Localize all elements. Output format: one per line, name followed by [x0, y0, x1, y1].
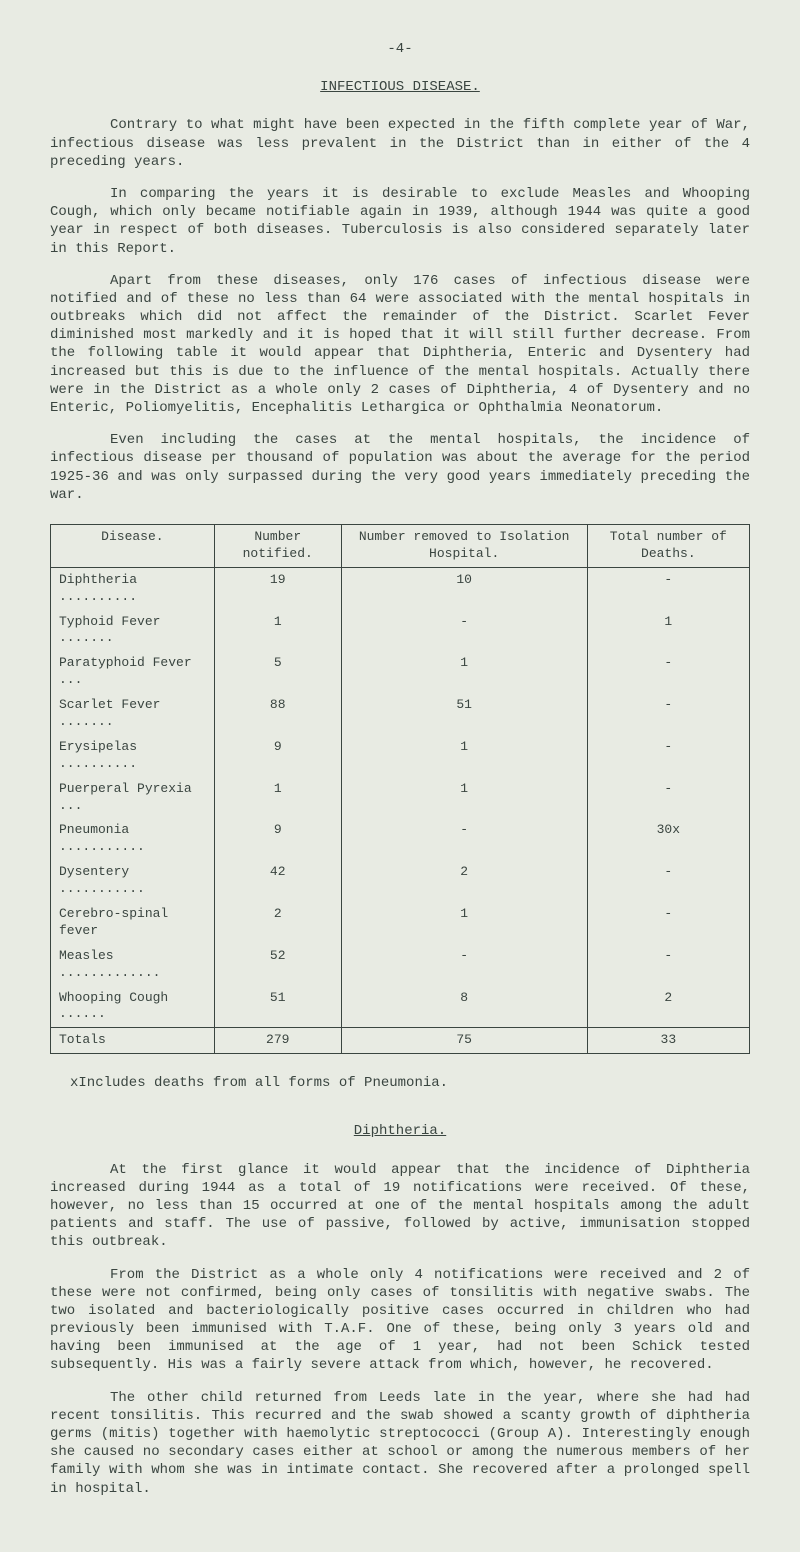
cell-notified: 1 — [214, 777, 341, 819]
table-row: Paratyphoid Fever ...51- — [51, 651, 750, 693]
cell-notified: 5 — [214, 651, 341, 693]
cell-deaths: - — [587, 777, 749, 819]
table-row: Typhoid Fever .......1-1 — [51, 610, 750, 652]
cell-deaths: 2 — [587, 986, 749, 1028]
cell-disease: Measles ............. — [51, 944, 215, 986]
cell-disease: Erysipelas .......... — [51, 735, 215, 777]
header-disease: Disease. — [51, 524, 215, 567]
table-row: Whooping Cough ......5182 — [51, 986, 750, 1028]
totals-label: Totals — [51, 1028, 215, 1054]
header-deaths: Total number of Deaths. — [587, 524, 749, 567]
section-title: INFECTIOUS DISEASE. — [50, 78, 750, 96]
cell-notified: 88 — [214, 693, 341, 735]
cell-deaths: - — [587, 651, 749, 693]
disease-table: Disease. Number notified. Number removed… — [50, 524, 750, 1054]
cell-notified: 42 — [214, 860, 341, 902]
table-row: Dysentery ...........422- — [51, 860, 750, 902]
cell-removed: 1 — [341, 651, 587, 693]
table-row: Cerebro-spinal fever21- — [51, 902, 750, 944]
table-totals-row: Totals 279 75 33 — [51, 1028, 750, 1054]
paragraph-5: At the first glance it would appear that… — [50, 1161, 750, 1252]
cell-deaths: 30x — [587, 818, 749, 860]
paragraph-2: In comparing the years it is desirable t… — [50, 185, 750, 258]
cell-removed: - — [341, 818, 587, 860]
cell-disease: Paratyphoid Fever ... — [51, 651, 215, 693]
cell-notified: 52 — [214, 944, 341, 986]
cell-disease: Scarlet Fever ....... — [51, 693, 215, 735]
table-footnote: xIncludes deaths from all forms of Pneum… — [50, 1074, 750, 1092]
cell-removed: 1 — [341, 735, 587, 777]
cell-disease: Pneumonia ........... — [51, 818, 215, 860]
table-row: Erysipelas ..........91- — [51, 735, 750, 777]
cell-disease: Cerebro-spinal fever — [51, 902, 215, 944]
cell-removed: - — [341, 610, 587, 652]
cell-deaths: 1 — [587, 610, 749, 652]
paragraph-1: Contrary to what might have been expecte… — [50, 116, 750, 171]
cell-removed: 1 — [341, 902, 587, 944]
header-notified: Number notified. — [214, 524, 341, 567]
cell-deaths: - — [587, 735, 749, 777]
totals-deaths: 33 — [587, 1028, 749, 1054]
cell-disease: Dysentery ........... — [51, 860, 215, 902]
cell-removed: 51 — [341, 693, 587, 735]
table-header-row: Disease. Number notified. Number removed… — [51, 524, 750, 567]
table-row: Measles .............52-- — [51, 944, 750, 986]
table-row: Scarlet Fever .......8851- — [51, 693, 750, 735]
cell-removed: 1 — [341, 777, 587, 819]
paragraph-6: From the District as a whole only 4 noti… — [50, 1266, 750, 1375]
cell-disease: Diphtheria .......... — [51, 567, 215, 609]
paragraph-7: The other child returned from Leeds late… — [50, 1389, 750, 1498]
cell-notified: 19 — [214, 567, 341, 609]
cell-removed: - — [341, 944, 587, 986]
cell-notified: 9 — [214, 735, 341, 777]
totals-removed: 75 — [341, 1028, 587, 1054]
cell-removed: 2 — [341, 860, 587, 902]
cell-disease: Whooping Cough ...... — [51, 986, 215, 1028]
cell-deaths: - — [587, 567, 749, 609]
cell-deaths: - — [587, 693, 749, 735]
cell-disease: Puerperal Pyrexia ... — [51, 777, 215, 819]
cell-notified: 1 — [214, 610, 341, 652]
cell-deaths: - — [587, 902, 749, 944]
paragraph-3: Apart from these diseases, only 176 case… — [50, 272, 750, 418]
table-row: Diphtheria ..........1910- — [51, 567, 750, 609]
header-removed: Number removed to Isolation Hospital. — [341, 524, 587, 567]
page-number: -4- — [50, 40, 750, 58]
totals-notified: 279 — [214, 1028, 341, 1054]
cell-disease: Typhoid Fever ....... — [51, 610, 215, 652]
cell-notified: 9 — [214, 818, 341, 860]
table-row: Puerperal Pyrexia ...11- — [51, 777, 750, 819]
cell-notified: 2 — [214, 902, 341, 944]
table-row: Pneumonia ...........9-30x — [51, 818, 750, 860]
paragraph-4: Even including the cases at the mental h… — [50, 431, 750, 504]
cell-removed: 10 — [341, 567, 587, 609]
cell-deaths: - — [587, 860, 749, 902]
subheading-diphtheria: Diphtheria. — [50, 1122, 750, 1140]
cell-deaths: - — [587, 944, 749, 986]
cell-notified: 51 — [214, 986, 341, 1028]
cell-removed: 8 — [341, 986, 587, 1028]
